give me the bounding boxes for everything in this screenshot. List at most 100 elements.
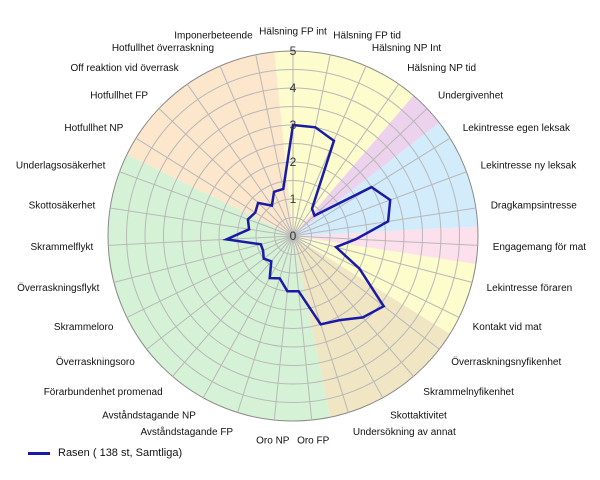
legend: Rasen ( 138 st, Samtliga) [28, 444, 182, 462]
series-point-0-15 [297, 290, 300, 293]
category-label-23: Skrammelflykt [31, 242, 94, 253]
grid-spoke-25 [119, 171, 294, 237]
series-point-0-3 [311, 207, 313, 210]
category-label-8: Engagemang för mat [493, 242, 587, 253]
grid-spoke-16 [273, 235, 294, 421]
category-label-18: Avståndstagande NP [102, 410, 196, 422]
tick-label-5: 5 [290, 44, 297, 58]
series-point-0-27 [257, 202, 259, 204]
series-point-0-17 [278, 277, 281, 280]
series-point-0-22 [260, 243, 262, 246]
category-label-27: Hotfullhet FP [90, 90, 148, 101]
category-label-29: Hotfullhet överraskning [112, 43, 214, 54]
series-point-0-23 [225, 238, 228, 241]
category-label-25: Underlagsosäkerhet [16, 160, 106, 171]
series-point-0-0 [292, 124, 294, 126]
sector-0 [274, 51, 414, 237]
series-point-0-25 [247, 218, 249, 221]
grid-spoke-30 [255, 54, 294, 237]
tick-label-1: 1 [290, 192, 297, 206]
series-point-0-12 [362, 316, 364, 319]
tick-label-0: 0 [290, 229, 297, 243]
series-point-0-14 [319, 323, 322, 326]
category-label-11: Överraskningsnyfikenhet [451, 356, 561, 368]
tick-label-3: 3 [290, 118, 297, 132]
series-point-0-6 [389, 199, 392, 201]
series-point-0-26 [254, 211, 257, 214]
category-label-1: Hälsning FP tid [333, 31, 401, 42]
series-point-0-5 [370, 186, 373, 188]
category-label-2: Hälsning NP Int [372, 43, 442, 54]
series-point-0-1 [314, 126, 317, 129]
category-label-28: Off reaktion vid överrask [70, 63, 179, 74]
grid-spoke-11 [292, 235, 440, 350]
category-label-30: Imponerbeteende [174, 31, 253, 42]
grid-spoke-8 [292, 235, 478, 246]
radial-tick-labels: 0 1 2 3 4 5 [290, 44, 297, 243]
series-point-0-10 [358, 267, 361, 270]
grid-spoke-13 [292, 235, 384, 398]
legend-label: Rasen ( 138 st, Samtliga) [58, 447, 183, 459]
grid-spoke-15 [292, 235, 313, 421]
grid-spoke-26 [135, 137, 294, 237]
category-label-16: Oro NP [256, 435, 290, 446]
grid-spoke-22 [113, 235, 294, 283]
series-point-0-29 [273, 191, 275, 193]
grid-spoke-21 [126, 235, 294, 318]
grid-spoke-18 [202, 235, 294, 398]
series-point-0-11 [382, 305, 385, 308]
series-point-0-8 [355, 238, 357, 240]
category-label-0: Hälsning FP int [259, 27, 327, 38]
series-line-0 [222, 123, 392, 326]
grid-spoke-1 [292, 54, 331, 237]
tick-label-2: 2 [290, 155, 297, 169]
category-label-26: Hotfullhet NP [64, 123, 123, 134]
grid-spoke-6 [292, 171, 467, 237]
series-point-0-21 [262, 249, 264, 252]
category-label-3: Hälsning NP tid [407, 63, 476, 74]
category-label-9: Lekintresse föraren [487, 283, 573, 294]
grid-spoke-10 [292, 235, 460, 318]
grid-spoke-12 [292, 235, 414, 377]
category-label-19: Förarbundenhet promenad [44, 387, 163, 398]
series-point-0-24 [248, 228, 250, 231]
series-point-0-9 [335, 246, 337, 248]
category-label-22: Överraskningsflykt [17, 282, 99, 294]
category-label-15: Oro FP [297, 435, 330, 446]
grid-spoke-19 [172, 235, 294, 377]
series-layer [222, 123, 392, 326]
series-point-0-19 [270, 260, 273, 263]
category-label-21: Skrammeloro [54, 322, 114, 333]
category-label-17: Avståndstagande FP [140, 426, 233, 438]
series-point-0-18 [268, 277, 271, 279]
category-label-24: Skottosäkerhet [29, 201, 96, 212]
grid-spoke-28 [186, 83, 294, 237]
grid-spoke-27 [158, 108, 294, 237]
category-label-20: Överraskningsoro [56, 356, 135, 368]
category-label-10: Kontakt vid mat [473, 322, 542, 333]
series-point-0-20 [262, 257, 265, 260]
grid-spoke-23 [108, 235, 294, 246]
grid-spoke-24 [110, 207, 294, 237]
category-label-13: Skottaktivitet [390, 411, 447, 422]
grid-spoke-9 [292, 235, 473, 283]
category-label-12: Skrammelnyfikenhet [423, 387, 514, 398]
category-label-7: Dragkampsintresse [491, 201, 578, 212]
category-label-4: Undergivenhet [438, 90, 503, 101]
category-label-6: Lekintresse ny leksak [481, 160, 578, 171]
tick-label-4: 4 [290, 81, 297, 95]
grid-spoke-3 [292, 83, 400, 237]
series-point-0-7 [387, 220, 389, 223]
grid-spoke-29 [219, 65, 294, 237]
series-point-0-2 [333, 140, 335, 142]
series-point-0-4 [313, 214, 316, 217]
category-label-5: Lekintresse egen leksak [463, 123, 571, 134]
sector-6 [108, 154, 331, 421]
legend-swatch [28, 451, 50, 455]
series-point-0-16 [286, 290, 289, 293]
grid-spoke-17 [237, 235, 294, 413]
sector-4 [293, 236, 476, 334]
series-point-0-30 [282, 188, 285, 190]
